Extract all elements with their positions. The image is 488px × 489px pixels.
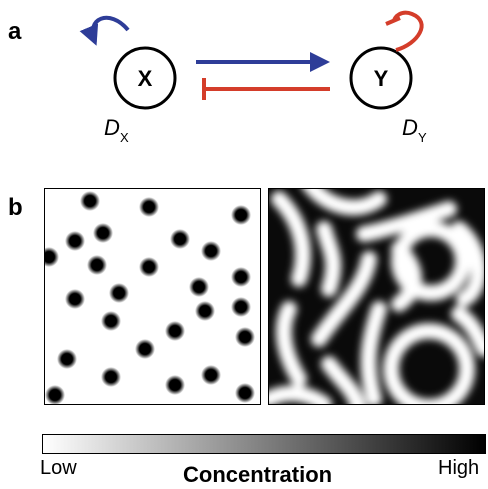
spot: [139, 197, 159, 217]
diffusion-y-subscript: Y: [418, 130, 427, 145]
stripe: [356, 201, 457, 242]
spots-group: [45, 191, 255, 404]
stripe: [302, 189, 387, 216]
spot: [135, 339, 155, 359]
spot: [65, 231, 85, 251]
labyrinth-stripes: [269, 189, 484, 404]
diffusion-y-symbol: D: [402, 115, 418, 140]
stripe: [311, 251, 377, 347]
panel-label-b: b: [8, 194, 23, 221]
spot: [87, 255, 107, 275]
spot: [231, 297, 251, 317]
spot: [57, 349, 77, 369]
spot: [101, 311, 121, 331]
node-y: [349, 46, 413, 110]
spot: [45, 247, 59, 267]
stripe: [271, 191, 311, 287]
colorbar-low-label: Low: [40, 457, 77, 479]
node-y-label: Y: [374, 66, 389, 91]
spot: [201, 365, 221, 385]
spot: [195, 301, 215, 321]
stripe: [275, 301, 307, 387]
spot: [231, 267, 251, 287]
stripe: [360, 301, 387, 404]
labyrinth-pattern-panel: [268, 188, 485, 405]
spot: [93, 223, 113, 243]
y-self-inhibition-arc: [392, 10, 424, 52]
panel-label-a: a: [8, 18, 22, 45]
stripe: [321, 356, 366, 404]
spot: [165, 375, 185, 395]
spot: [80, 191, 100, 211]
spot: [109, 283, 129, 303]
spot: [235, 383, 255, 403]
spot: [189, 277, 209, 297]
diffusion-x-symbol: D: [104, 115, 120, 140]
spot: [170, 229, 190, 249]
colorbar: [42, 434, 486, 454]
spot: [139, 257, 159, 277]
spot: [45, 385, 65, 404]
x-self-activation-arrow: [79, 15, 130, 46]
stripe: [316, 221, 342, 297]
colorbar-high-label: High: [438, 457, 480, 479]
stripe: [451, 306, 484, 357]
stripe-ring: [383, 323, 475, 404]
spot: [201, 241, 221, 261]
diffusion-x-subscript: X: [120, 130, 129, 145]
node-x: [113, 46, 177, 110]
spot: [231, 205, 251, 225]
stripe: [451, 221, 484, 307]
y-self-inhibition-bar: [385, 16, 401, 26]
colorbar-title: Concentration: [183, 462, 333, 487]
node-x-label: X: [138, 66, 153, 91]
spot: [101, 367, 121, 387]
network-diagram: X Y D X D Y: [79, 10, 427, 145]
stripe-ring: [391, 221, 471, 301]
spot: [235, 327, 255, 347]
spot-pattern-panel: [44, 188, 261, 405]
stripe: [269, 385, 332, 404]
spot: [65, 289, 85, 309]
spot: [165, 321, 185, 341]
